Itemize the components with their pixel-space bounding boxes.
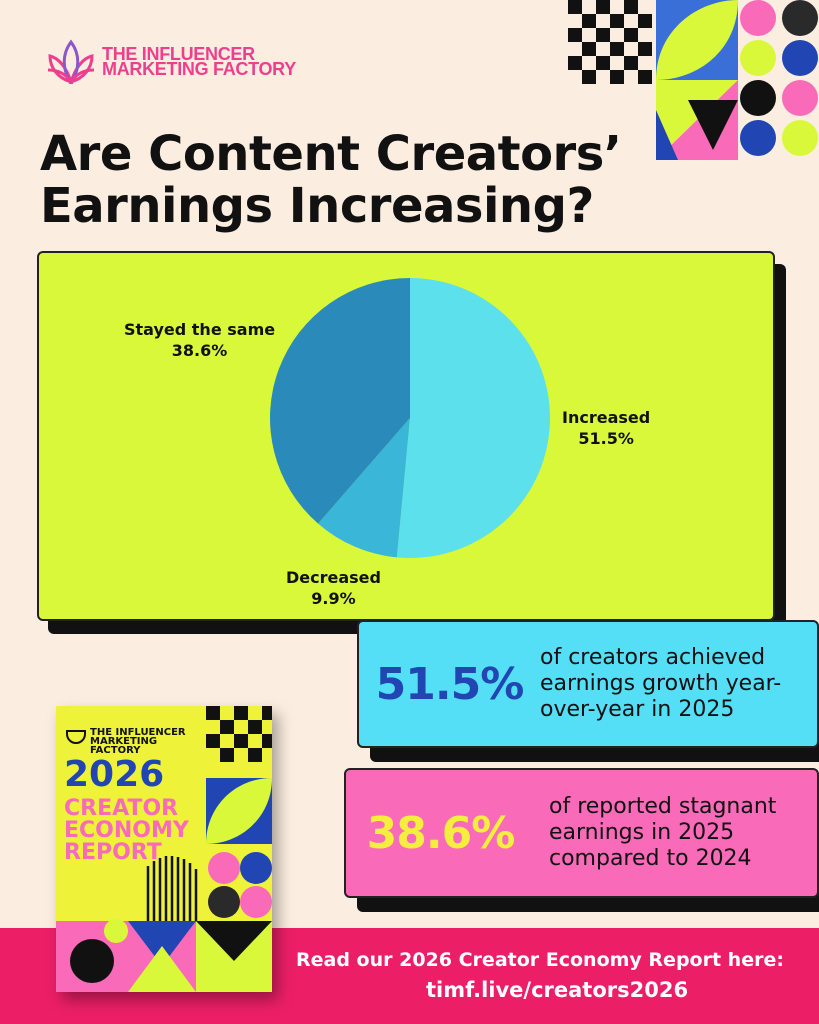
stat-box-growth: 51.5% of creators achieved earnings grow… xyxy=(357,620,819,748)
footer-link[interactable]: timf.live/creators2026 xyxy=(426,978,689,1002)
report-lotus-icon xyxy=(66,730,86,744)
stat-value-stagnant: 38.6% xyxy=(366,807,516,859)
brand-logo: THE INFLUENCER MARKETING FACTORY xyxy=(44,38,342,86)
decorative-pattern xyxy=(568,0,819,160)
pie-slice-stayed-the-same xyxy=(270,278,410,524)
slice-label-stayed: Stayed the same 38.6% xyxy=(124,319,275,361)
slice-label-decreased: Decreased 9.9% xyxy=(286,567,381,609)
stat-box-stagnant: 38.6% of reported stagnant earnings in 2… xyxy=(344,768,819,898)
slice-label-increased-name: Increased xyxy=(562,408,651,427)
slice-label-stayed-name: Stayed the same xyxy=(124,320,276,339)
report-cover[interactable]: THE INFLUENCER MARKETING FACTORY 2026 CR… xyxy=(56,706,272,992)
stat-text-growth: of creators achieved earnings growth yea… xyxy=(540,645,782,722)
report-title-line3: REPORT xyxy=(64,840,162,865)
stat-text-stagnant: of reported stagnant earnings in 2025 co… xyxy=(549,794,777,871)
slice-label-decreased-value: 9.9% xyxy=(311,589,356,608)
report-cover-art xyxy=(56,706,272,992)
lotus-logo-icon xyxy=(47,39,95,85)
page-title: Are Content Creators’ Earnings Increasin… xyxy=(40,126,622,234)
pie-slice-increased xyxy=(396,278,551,558)
logo-text: THE INFLUENCER MARKETING FACTORY xyxy=(102,44,296,79)
slice-label-stayed-value: 38.6% xyxy=(171,341,228,360)
stat-value-growth: 51.5% xyxy=(375,658,525,710)
pie-slice-decreased xyxy=(318,418,410,558)
report-title-line1: CREATOR xyxy=(64,796,179,821)
footer-cta-text: Read our 2026 Creator Economy Report her… xyxy=(296,949,784,971)
report-brand: THE INFLUENCER MARKETING FACTORY xyxy=(90,727,186,756)
slice-label-increased-value: 51.5% xyxy=(578,429,634,448)
report-year: 2026 xyxy=(64,754,165,795)
pie-chart xyxy=(270,278,551,558)
report-title-line2: ECONOMY xyxy=(64,818,189,843)
slice-label-decreased-name: Decreased xyxy=(286,568,381,587)
chart-card: Stayed the same 38.6% Increased 51.5% De… xyxy=(37,251,775,621)
slice-label-increased: Increased 51.5% xyxy=(562,407,650,449)
